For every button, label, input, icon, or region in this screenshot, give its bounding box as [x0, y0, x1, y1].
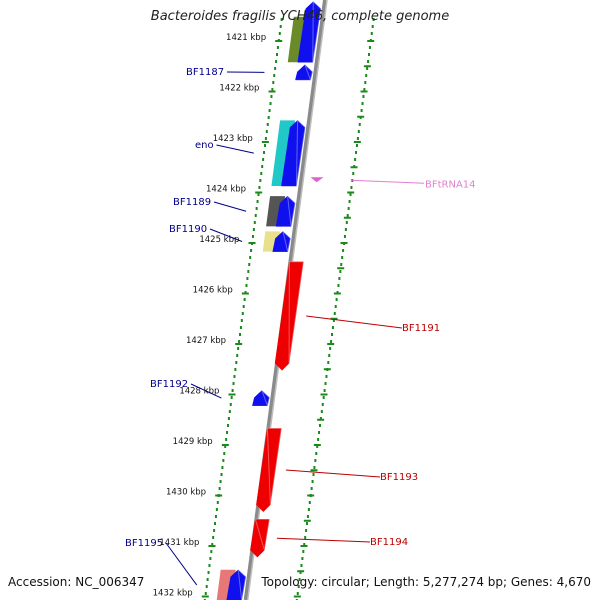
gene-name: BF1193	[380, 472, 418, 483]
map-title: Bacteroides fragilis YCH46, complete gen…	[0, 9, 600, 24]
gene-name: BF1194	[370, 537, 408, 548]
kbp-label: 1431 kbp	[159, 538, 199, 548]
scale-ring-inner	[202, 18, 283, 600]
accession-text: Accession: NC_006347	[8, 575, 144, 589]
gene-name: BF1191	[402, 323, 440, 334]
kbp-label: 1423 kbp	[213, 134, 253, 144]
trna-bftrna14[interactable]	[311, 177, 324, 182]
gene-bf1187[interactable]	[295, 65, 312, 80]
gene-name: eno	[195, 140, 214, 151]
gene-name: BF1190	[169, 224, 207, 235]
trna-label: BFtRNA14	[351, 179, 476, 190]
gene-bf1191[interactable]	[275, 262, 303, 371]
summary-text: Topology: circular; Length: 5,277,274 bp…	[261, 575, 591, 589]
kbp-label: 1426 kbp	[193, 286, 233, 296]
gene-bf1192[interactable]	[252, 391, 269, 406]
kbp-label: 1425 kbp	[199, 235, 239, 245]
kbp-label: 1427 kbp	[186, 336, 226, 346]
kbp-label: 1428 kbp	[179, 387, 219, 397]
kbp-label: 1432 kbp	[153, 589, 193, 599]
gene-name: BF1187	[186, 67, 224, 78]
kbp-label: 1422 kbp	[219, 84, 259, 94]
gene-bf1193[interactable]	[256, 428, 281, 511]
gene-label-bf1194[interactable]: BF1194	[277, 537, 408, 548]
gene-label-bf1193[interactable]: BF1193	[286, 470, 418, 483]
gene-name: BF1195	[125, 538, 163, 549]
gene-name: BF1189	[173, 197, 211, 208]
gene-label-bf1187[interactable]: BF1187	[186, 67, 264, 78]
gene-label-bf1189[interactable]: BF1189	[173, 197, 246, 211]
kbp-label: 1421 kbp	[226, 33, 266, 43]
kbp-label: 1424 kbp	[206, 185, 246, 195]
kbp-labels: 1421 kbp 1422 kbp 1423 kbp 1424 kbp 1425 kbp…	[153, 33, 266, 599]
kbp-label: 1429 kbp	[173, 437, 213, 447]
gene-bf1194[interactable]	[250, 519, 269, 557]
kbp-label: 1430 kbp	[166, 488, 206, 498]
gene-label-bf1191[interactable]: BF1191	[306, 316, 440, 334]
trna-name: BFtRNA14	[425, 179, 476, 190]
scale-ring-outer	[294, 18, 375, 600]
